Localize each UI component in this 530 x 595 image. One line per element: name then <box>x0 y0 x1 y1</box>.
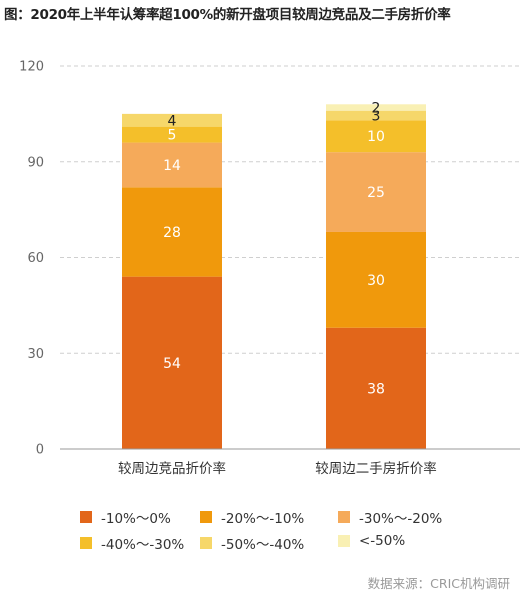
y-axis-ticks: 0 30 60 90 120 <box>19 60 44 458</box>
legend-swatch <box>200 537 212 549</box>
legend-item: -30%～-20% <box>338 507 442 527</box>
bar-segment <box>122 276 222 449</box>
legend-label: <-50% <box>359 533 406 549</box>
legend-label: -50%～-40% <box>221 537 305 553</box>
legend-swatch <box>80 537 92 549</box>
bar-value-label: 3 <box>372 108 381 124</box>
bar-value-label: 25 <box>367 185 385 201</box>
legend-item: <-50% <box>338 533 405 549</box>
x-axis-categories: 较周边竞品折价率 较周边二手房折价率 <box>118 460 437 477</box>
legend-label: -30%～-20% <box>359 511 443 527</box>
y-tick-label: 60 <box>27 251 44 266</box>
legend-swatch <box>338 511 350 523</box>
bar-segment <box>326 152 426 232</box>
bar-value-label: 28 <box>163 225 181 241</box>
bar-segment <box>326 231 426 328</box>
legend-item: -10%～0% <box>80 507 171 527</box>
bar-value-label: 14 <box>163 158 181 174</box>
legend-swatch <box>200 511 212 523</box>
bar-value-label: 30 <box>367 273 385 289</box>
legend-label: -20%～-10% <box>221 511 305 527</box>
bar-segment <box>122 126 222 143</box>
legend-item: -20%～-10% <box>200 507 304 527</box>
bar-segment <box>122 187 222 277</box>
legend-swatch <box>338 535 350 547</box>
y-tick-label: 90 <box>27 155 44 170</box>
y-tick-label: 120 <box>19 60 44 75</box>
legend-item: -50%～-40% <box>200 533 304 553</box>
legend-label: -10%～0% <box>101 511 171 527</box>
bar-value-label: 2 <box>372 100 381 116</box>
x-category-label: 较周边竞品折价率 <box>118 460 226 477</box>
bar-segment <box>326 120 426 153</box>
bar-value-label: 10 <box>367 129 385 145</box>
data-source: 数据来源：CRIC机构调研 <box>367 576 510 591</box>
legend-label: -40%～-30% <box>101 537 185 553</box>
x-category-label: 较周边二手房折价率 <box>315 460 437 477</box>
bar-segment <box>122 113 222 127</box>
bar-segment <box>326 327 426 449</box>
legend-item: -40%～-30% <box>80 533 184 553</box>
y-tick-label: 0 <box>36 443 44 458</box>
bar-value-label: 54 <box>163 356 181 372</box>
bar-value-label: 4 <box>168 113 177 129</box>
bar-value-label: 5 <box>168 128 177 144</box>
bars: 54 28 14 54 38 30 25 10 32 <box>122 100 426 449</box>
bar-value-label: 38 <box>367 381 385 397</box>
y-tick-label: 30 <box>27 347 44 362</box>
chart-title: 图：2020年上半年认筹率超100%的新开盘项目较周边竞品及二手房折价率 <box>4 7 451 23</box>
bar-segment <box>326 104 426 111</box>
bar-segment <box>122 142 222 188</box>
legend-swatch <box>80 511 92 523</box>
bar-segment <box>326 110 426 121</box>
